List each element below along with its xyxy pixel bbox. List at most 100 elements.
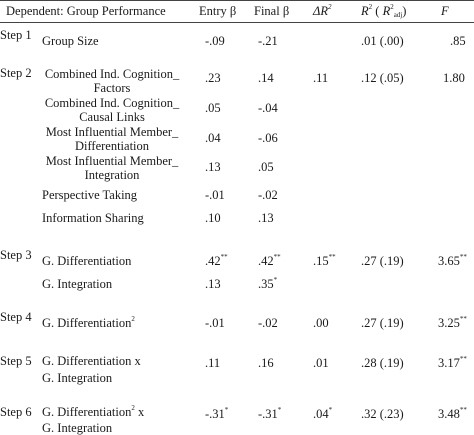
step-label: Step 4 xyxy=(0,310,32,324)
header-r2adj-letter: R xyxy=(382,4,391,18)
final-beta: .05 xyxy=(258,160,274,174)
final-beta: -.02 xyxy=(258,316,278,330)
predictor-label: Most Influential Member_ Differentiation xyxy=(42,125,182,153)
entry-beta: .13 xyxy=(205,277,221,291)
header-dependent: Dependent: Group Performance xyxy=(6,4,166,18)
final-beta-value: .35 xyxy=(258,277,274,291)
f-value: 3.65** xyxy=(438,253,467,269)
predictor-label-line2: Causal Links xyxy=(79,110,145,124)
predictor-label-line2: Integration xyxy=(84,168,140,182)
header-r2adj-sup: 2 xyxy=(390,3,394,11)
delta-r2-number: .15 xyxy=(313,254,329,268)
significance-mark: ** xyxy=(459,315,467,323)
header-r2adj-sub: adj xyxy=(393,11,403,19)
delta-r2-number: .04 xyxy=(313,407,329,421)
entry-beta: .23 xyxy=(205,71,221,85)
r2-value: .01 (.00) xyxy=(361,34,404,48)
predictor-label: G. Differentiation x G. Integration xyxy=(42,354,141,385)
header-final-beta: Final β xyxy=(254,4,290,18)
predictor-label: G. Integration xyxy=(42,277,113,291)
significance-mark: ** xyxy=(328,253,336,261)
final-beta: .35* xyxy=(258,276,278,292)
final-beta: .14 xyxy=(258,71,274,85)
header-r2-open: ( xyxy=(372,4,383,18)
significance-mark: ** xyxy=(273,253,281,261)
entry-beta: .13 xyxy=(205,160,221,174)
final-beta: -.06 xyxy=(258,131,278,145)
f-value: 3.48** xyxy=(438,406,467,422)
header-r2: R2 ( R2adj) xyxy=(361,3,407,19)
delta-r2-value: .01 xyxy=(313,356,329,370)
entry-beta: -.09 xyxy=(205,34,225,48)
predictor-label-text: G. Differentiation xyxy=(42,316,132,330)
predictor-label-suffix: x xyxy=(134,405,145,419)
predictor-label: Combined Ind. Cognition_ Causal Links xyxy=(42,96,182,124)
significance-mark: * xyxy=(273,276,278,284)
delta-r2-value: .04* xyxy=(313,407,332,422)
entry-beta: .42** xyxy=(205,254,228,269)
final-beta: -.31* xyxy=(258,406,282,422)
header-bottom-rule xyxy=(0,22,474,23)
final-beta: .42** xyxy=(258,253,281,269)
delta-r2-value: .11 xyxy=(313,71,329,85)
significance-mark: * xyxy=(277,406,282,414)
f-value: 3.25** xyxy=(438,315,467,331)
predictor-label-sup: 2 xyxy=(131,404,135,412)
predictor-label-line1: G. Differentiation x xyxy=(42,354,141,368)
header-r2-sup: 2 xyxy=(368,3,373,11)
step-label: Step 6 xyxy=(0,405,32,419)
predictor-label-line1: Most Influential Member_ xyxy=(45,125,179,139)
predictor-label: G. Differentiation2 xyxy=(42,315,135,331)
entry-beta-value: -.31 xyxy=(205,407,225,421)
final-beta: -.21 xyxy=(258,34,278,48)
r2-value: .32 (.23) xyxy=(361,407,404,421)
step-label: Step 3 xyxy=(0,248,32,262)
predictor-label: Combined Ind. Cognition_ Factors xyxy=(42,67,182,95)
r2-value: .28 (.19) xyxy=(361,356,404,370)
entry-beta: -.31* xyxy=(205,406,229,422)
delta-r2-value: .00 xyxy=(313,316,329,330)
header-f: F xyxy=(441,4,449,18)
predictor-label-text: G. Differentiation xyxy=(42,405,132,419)
significance-mark: * xyxy=(224,406,229,414)
significance-mark: ** xyxy=(459,406,467,414)
predictor-label-line1: Most Influential Member_ xyxy=(45,154,179,168)
f-value: 1.80 xyxy=(443,71,465,85)
predictor-label: Most Influential Member_ Integration xyxy=(42,154,182,182)
header-entry-beta: Entry β xyxy=(199,4,237,18)
f-number: 3.48 xyxy=(438,407,460,421)
predictor-label-line2: G. Integration xyxy=(42,371,113,385)
predictor-label-line1: Combined Ind. Cognition_ xyxy=(44,96,180,110)
significance-mark: ** xyxy=(459,355,467,363)
header-r2-close: ) xyxy=(402,4,407,18)
f-number: 3.65 xyxy=(438,254,460,268)
predictor-label-line2: Factors xyxy=(93,81,131,95)
r2-value: .12 (.05) xyxy=(361,71,404,85)
predictor-label-line2: G. Integration xyxy=(42,421,113,435)
predictor-label: G. Differentiation xyxy=(42,254,132,268)
predictor-label-line1: Combined Ind. Cognition_ xyxy=(44,67,180,81)
entry-beta: -.01 xyxy=(205,188,225,202)
final-beta: -.04 xyxy=(258,101,278,115)
significance-mark: ** xyxy=(459,253,467,261)
final-beta: .16 xyxy=(258,356,274,370)
header-delta-r2: ΔR2 xyxy=(313,3,332,19)
predictor-label: Information Sharing xyxy=(42,211,144,225)
f-value: 3.17** xyxy=(438,355,467,371)
r2-value: .27 (.19) xyxy=(361,254,404,268)
step-label: Step 5 xyxy=(0,354,32,368)
step-label: Step 1 xyxy=(0,28,32,42)
final-beta: -.02 xyxy=(258,188,278,202)
step-label: Step 2 xyxy=(0,66,32,80)
f-number: 3.17 xyxy=(438,356,460,370)
table-top-rule xyxy=(0,0,474,1)
predictor-label-line1: G. Differentiation2 x xyxy=(42,404,145,420)
predictor-label: G. Differentiation2 x G. Integration xyxy=(42,405,144,435)
header-r2-letter: R xyxy=(361,4,369,18)
final-beta-value: .42 xyxy=(258,254,274,268)
header-delta-r2-sup: 2 xyxy=(327,3,332,11)
f-number: 3.25 xyxy=(438,316,460,330)
entry-beta: .11 xyxy=(205,356,221,370)
entry-beta: .04 xyxy=(205,131,221,145)
predictor-label-sup: 2 xyxy=(131,315,135,323)
